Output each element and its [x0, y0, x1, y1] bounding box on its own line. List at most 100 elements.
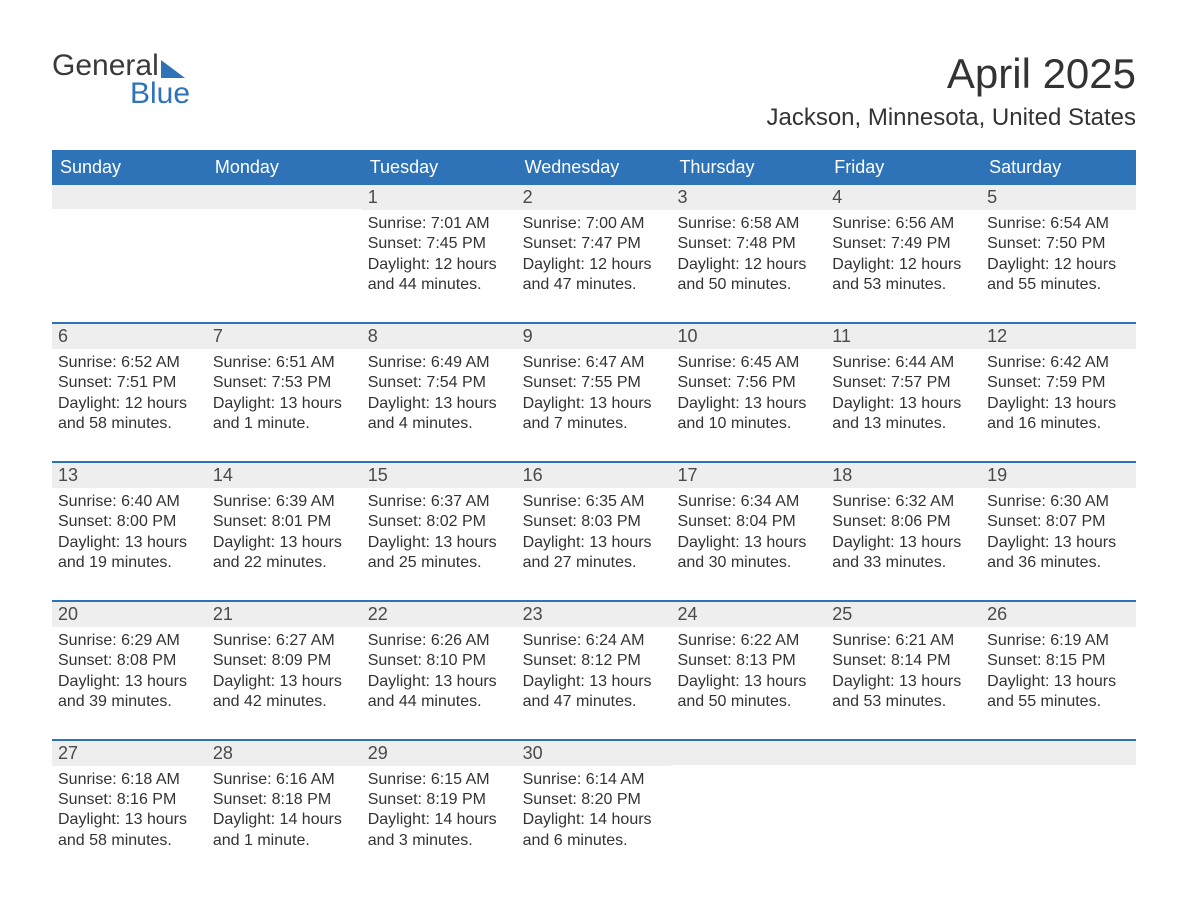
daylight-line-2: and 1 minute. [213, 414, 356, 434]
day-body: Sunrise: 6:27 AMSunset: 8:09 PMDaylight:… [207, 627, 362, 727]
day-body [52, 209, 207, 305]
calendar-day-cell: 22Sunrise: 6:26 AMSunset: 8:10 PMDayligh… [362, 602, 517, 727]
daylight-line-2: and 4 minutes. [368, 414, 511, 434]
sunset-line: Sunset: 7:49 PM [832, 234, 975, 254]
day-number: 17 [671, 463, 826, 488]
calendar-week: 1Sunrise: 7:01 AMSunset: 7:45 PMDaylight… [52, 185, 1136, 310]
day-number: 30 [517, 741, 672, 766]
day-body [207, 209, 362, 305]
day-number [826, 741, 981, 765]
day-body: Sunrise: 6:42 AMSunset: 7:59 PMDaylight:… [981, 349, 1136, 449]
daylight-line-2: and 16 minutes. [987, 414, 1130, 434]
sunrise-line: Sunrise: 6:26 AM [368, 631, 511, 651]
daylight-line-2: and 53 minutes. [832, 692, 975, 712]
daylight-line-1: Daylight: 12 hours [832, 255, 975, 275]
daylight-line-1: Daylight: 13 hours [832, 394, 975, 414]
weeks-container: 1Sunrise: 7:01 AMSunset: 7:45 PMDaylight… [52, 185, 1136, 865]
day-number: 28 [207, 741, 362, 766]
daylight-line-2: and 58 minutes. [58, 414, 201, 434]
day-body: Sunrise: 6:29 AMSunset: 8:08 PMDaylight:… [52, 627, 207, 727]
day-number: 12 [981, 324, 1136, 349]
day-body: Sunrise: 6:21 AMSunset: 8:14 PMDaylight:… [826, 627, 981, 727]
sunrise-line: Sunrise: 6:14 AM [523, 770, 666, 790]
day-number: 19 [981, 463, 1136, 488]
daylight-line-1: Daylight: 12 hours [677, 255, 820, 275]
weekday-header: Thursday [671, 150, 826, 185]
day-number [671, 741, 826, 765]
calendar-day-cell: 23Sunrise: 6:24 AMSunset: 8:12 PMDayligh… [517, 602, 672, 727]
day-body: Sunrise: 6:37 AMSunset: 8:02 PMDaylight:… [362, 488, 517, 588]
day-number: 23 [517, 602, 672, 627]
calendar-day-cell: 20Sunrise: 6:29 AMSunset: 8:08 PMDayligh… [52, 602, 207, 727]
calendar-day-cell: 28Sunrise: 6:16 AMSunset: 8:18 PMDayligh… [207, 741, 362, 866]
day-number: 5 [981, 185, 1136, 210]
calendar-day-cell: 12Sunrise: 6:42 AMSunset: 7:59 PMDayligh… [981, 324, 1136, 449]
day-body: Sunrise: 6:58 AMSunset: 7:48 PMDaylight:… [671, 210, 826, 310]
sunset-line: Sunset: 7:57 PM [832, 373, 975, 393]
day-number: 2 [517, 185, 672, 210]
daylight-line-2: and 44 minutes. [368, 275, 511, 295]
sunrise-line: Sunrise: 6:18 AM [58, 770, 201, 790]
calendar-week: 27Sunrise: 6:18 AMSunset: 8:16 PMDayligh… [52, 739, 1136, 866]
day-number: 24 [671, 602, 826, 627]
daylight-line-2: and 55 minutes. [987, 275, 1130, 295]
daylight-line-1: Daylight: 12 hours [987, 255, 1130, 275]
sunrise-line: Sunrise: 6:45 AM [677, 353, 820, 373]
daylight-line-2: and 19 minutes. [58, 553, 201, 573]
day-body: Sunrise: 6:49 AMSunset: 7:54 PMDaylight:… [362, 349, 517, 449]
day-number: 3 [671, 185, 826, 210]
day-number: 13 [52, 463, 207, 488]
sunset-line: Sunset: 8:02 PM [368, 512, 511, 532]
sunrise-line: Sunrise: 6:52 AM [58, 353, 201, 373]
day-number: 20 [52, 602, 207, 627]
sunset-line: Sunset: 7:48 PM [677, 234, 820, 254]
sunrise-line: Sunrise: 6:49 AM [368, 353, 511, 373]
calendar-week: 13Sunrise: 6:40 AMSunset: 8:00 PMDayligh… [52, 461, 1136, 588]
daylight-line-2: and 3 minutes. [368, 831, 511, 851]
daylight-line-2: and 33 minutes. [832, 553, 975, 573]
calendar-day-cell: 27Sunrise: 6:18 AMSunset: 8:16 PMDayligh… [52, 741, 207, 866]
daylight-line-1: Daylight: 14 hours [523, 810, 666, 830]
day-number: 16 [517, 463, 672, 488]
sunrise-line: Sunrise: 6:15 AM [368, 770, 511, 790]
calendar-page: General Blue April 2025 Jackson, Minneso… [0, 0, 1188, 895]
calendar-day-cell: 16Sunrise: 6:35 AMSunset: 8:03 PMDayligh… [517, 463, 672, 588]
sunrise-line: Sunrise: 6:58 AM [677, 214, 820, 234]
logo-triangle-icon [161, 60, 185, 78]
daylight-line-1: Daylight: 13 hours [987, 394, 1130, 414]
sunset-line: Sunset: 7:53 PM [213, 373, 356, 393]
sunset-line: Sunset: 8:18 PM [213, 790, 356, 810]
sunrise-line: Sunrise: 6:54 AM [987, 214, 1130, 234]
sunrise-line: Sunrise: 7:00 AM [523, 214, 666, 234]
daylight-line-2: and 13 minutes. [832, 414, 975, 434]
location-text: Jackson, Minnesota, United States [766, 104, 1136, 132]
daylight-line-2: and 10 minutes. [677, 414, 820, 434]
daylight-line-1: Daylight: 13 hours [677, 394, 820, 414]
sunrise-line: Sunrise: 6:19 AM [987, 631, 1130, 651]
sunset-line: Sunset: 7:51 PM [58, 373, 201, 393]
weekday-header: Saturday [981, 150, 1136, 185]
sunset-line: Sunset: 8:16 PM [58, 790, 201, 810]
weekday-header: Wednesday [517, 150, 672, 185]
daylight-line-1: Daylight: 13 hours [677, 672, 820, 692]
calendar-day-cell: 3Sunrise: 6:58 AMSunset: 7:48 PMDaylight… [671, 185, 826, 310]
sunset-line: Sunset: 8:14 PM [832, 651, 975, 671]
day-body: Sunrise: 6:18 AMSunset: 8:16 PMDaylight:… [52, 766, 207, 866]
sunrise-line: Sunrise: 6:21 AM [832, 631, 975, 651]
day-number: 11 [826, 324, 981, 349]
daylight-line-1: Daylight: 13 hours [58, 533, 201, 553]
brand-logo: General Blue [52, 50, 190, 109]
sunset-line: Sunset: 8:10 PM [368, 651, 511, 671]
daylight-line-2: and 25 minutes. [368, 553, 511, 573]
sunset-line: Sunset: 8:20 PM [523, 790, 666, 810]
day-number [207, 185, 362, 209]
sunset-line: Sunset: 8:13 PM [677, 651, 820, 671]
daylight-line-2: and 42 minutes. [213, 692, 356, 712]
day-body: Sunrise: 6:30 AMSunset: 8:07 PMDaylight:… [981, 488, 1136, 588]
calendar-day-cell: 15Sunrise: 6:37 AMSunset: 8:02 PMDayligh… [362, 463, 517, 588]
day-body: Sunrise: 6:51 AMSunset: 7:53 PMDaylight:… [207, 349, 362, 449]
daylight-line-1: Daylight: 13 hours [368, 672, 511, 692]
daylight-line-1: Daylight: 13 hours [832, 533, 975, 553]
sunset-line: Sunset: 8:15 PM [987, 651, 1130, 671]
daylight-line-1: Daylight: 13 hours [523, 394, 666, 414]
